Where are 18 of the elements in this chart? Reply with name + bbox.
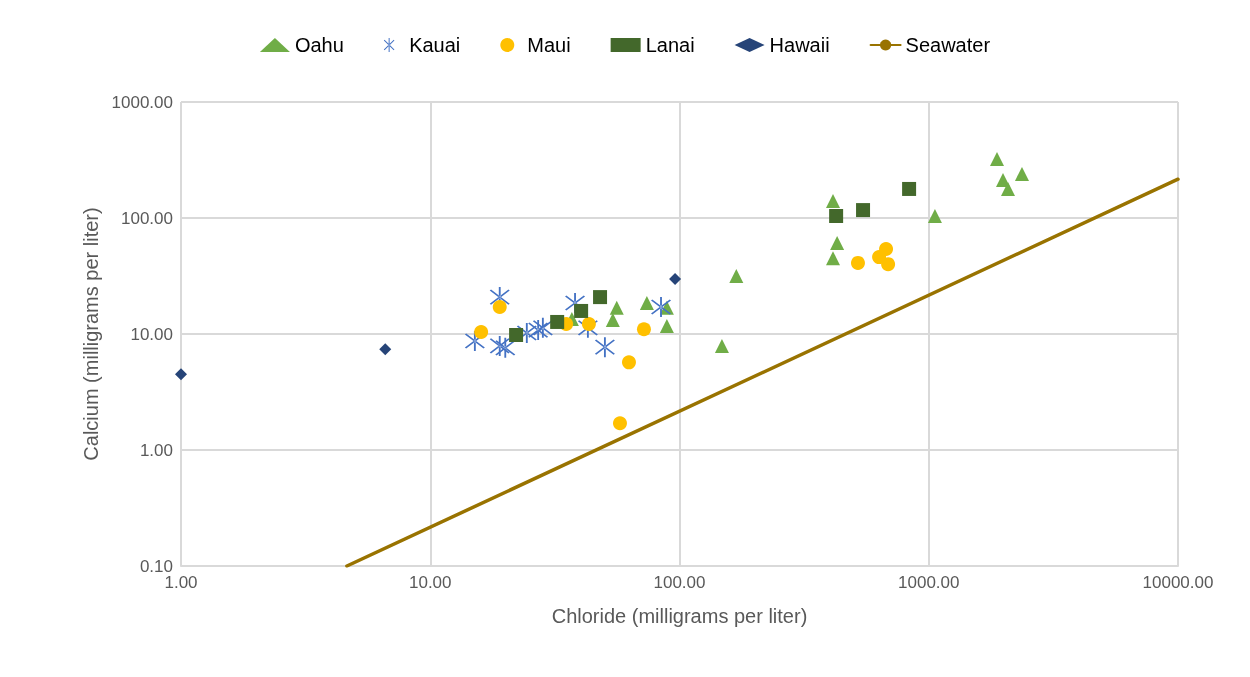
legend-label: Seawater	[905, 34, 991, 56]
legend-label: Lanai	[645, 34, 695, 56]
y-tick-label: 1000.00	[111, 92, 173, 112]
x-tick-label: 10.00	[408, 573, 452, 592]
y-tick-label: 100.00	[121, 208, 173, 228]
y-tick-label: 0.10	[139, 556, 173, 576]
y-axis-title: Calcium (milligrams per liter)	[79, 207, 102, 461]
x-tick-label: 100.00	[653, 573, 706, 592]
legend-label: Maui	[527, 34, 571, 56]
y-tick-label: 10.00	[130, 324, 173, 344]
y-tick-label: 1.00	[139, 440, 173, 460]
x-tick-label: 10000.00	[1142, 573, 1214, 592]
legend-label: Kauai	[409, 34, 461, 56]
x-axis-title: Chloride (milligrams per liter)	[551, 605, 808, 627]
legend-label: Oahu	[294, 34, 344, 56]
legend-label: Hawaii	[769, 34, 830, 56]
x-tick-label: 1000.00	[898, 573, 960, 592]
x-tick-label: 1.00	[164, 573, 198, 592]
